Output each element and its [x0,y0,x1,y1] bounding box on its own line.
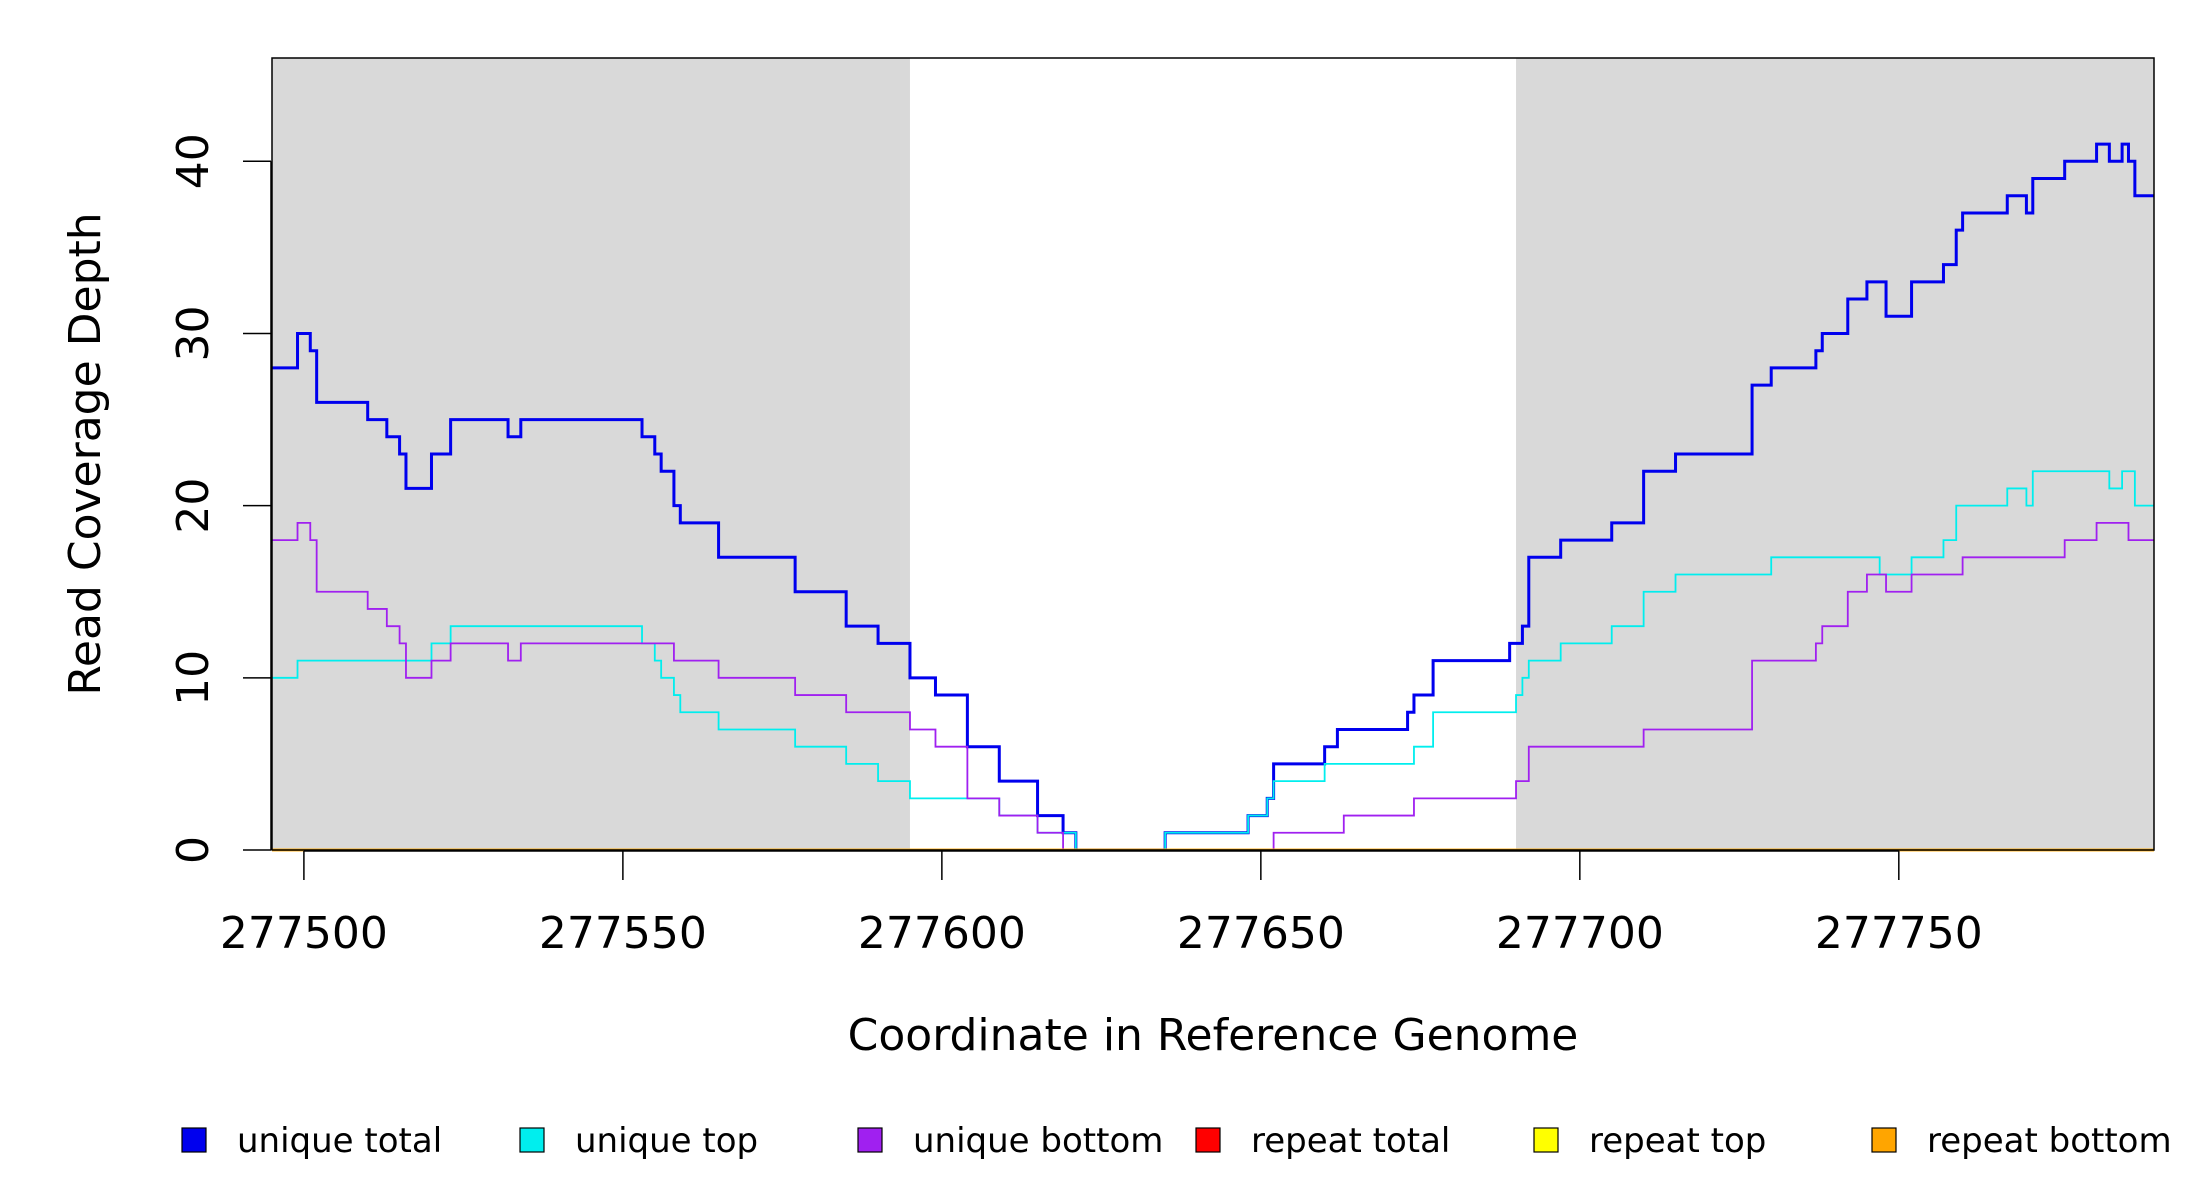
y-tick-label: 40 [168,133,219,189]
x-tick-label: 277700 [1496,908,1664,959]
plot-frame [271,57,2155,851]
legend-swatch [1195,1127,1221,1153]
x-axis-label: Coordinate in Reference Genome [848,1010,1579,1061]
shaded-region-1 [272,58,910,850]
legend-swatch [1871,1127,1897,1153]
legend-item-repeat-total: repeat total [1195,1121,1450,1161]
series-unique-top [272,470,2154,851]
legend-label: repeat total [1251,1121,1450,1161]
legend-label: repeat bottom [1927,1121,2172,1161]
legend-swatch [181,1127,207,1153]
x-tick-label: 277650 [1177,908,1345,959]
y-tick-label: 0 [168,836,219,864]
legend: unique total unique top unique bottom repea… [181,1121,2172,1161]
legend-item-repeat-bottom: repeat bottom [1871,1121,2172,1161]
x-tick-label: 277600 [858,908,1026,959]
legend-item-unique-bottom: unique bottom [857,1121,1163,1161]
legend-label: unique total [237,1121,442,1161]
shaded-regions [272,58,2154,850]
legend-item-unique-total: unique total [181,1121,442,1161]
legend-label: unique bottom [913,1121,1163,1161]
legend-item-repeat-top: repeat top [1533,1121,1766,1161]
x-tick-label: 277550 [539,908,707,959]
legend-swatch [1533,1127,1559,1153]
y-tick-label: 30 [168,305,219,361]
legend-label: repeat top [1589,1121,1766,1161]
x-tick-label: 277750 [1815,908,1983,959]
legend-label: unique top [575,1121,758,1161]
legend-swatch [519,1127,545,1153]
y-tick-label: 10 [168,650,219,706]
series-unique-bottom [272,521,2154,851]
x-axis: 277500 277550 277600 277650 277700 277750 [220,850,1983,959]
y-axis: 0 10 20 30 40 [168,133,272,864]
shaded-region-2 [1516,58,2154,850]
y-tick-label: 20 [168,478,219,534]
x-tick-label: 277500 [220,908,388,959]
legend-item-unique-top: unique top [519,1121,758,1161]
legend-swatch [857,1127,883,1153]
y-axis-label: Read Coverage Depth [60,212,111,695]
